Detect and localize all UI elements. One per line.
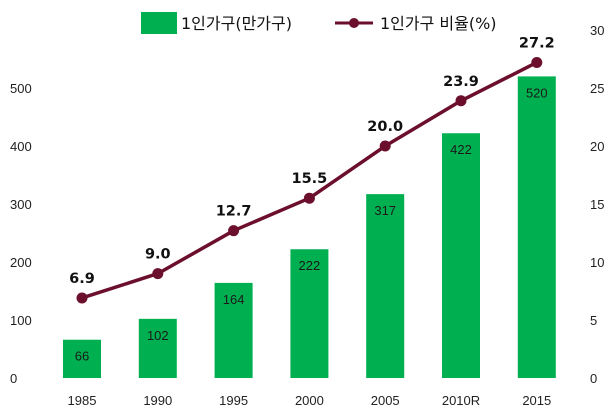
ratio-point-label: 15.5 <box>292 171 328 187</box>
bar-value-label: 66 <box>75 349 89 364</box>
ratio-point-label: 23.9 <box>443 74 479 90</box>
x-tick-label: 2015 <box>522 393 551 408</box>
bar <box>138 318 177 378</box>
legend-line-label: 1인가구 비율(%) <box>380 14 497 33</box>
right-tick-label: 5 <box>590 313 597 328</box>
x-tick-label: 2000 <box>295 393 324 408</box>
bar-value-label: 317 <box>374 203 396 218</box>
legend: 1인가구(만가구) 1인가구 비율(%) <box>141 12 497 34</box>
x-axis: 1985 1990 1995 2000 2005 2010R 2015 <box>68 393 552 408</box>
ratio-point-label: 6.9 <box>69 271 95 287</box>
ratio-point <box>455 95 467 107</box>
ratio-point-label: 12.7 <box>216 204 252 220</box>
right-tick-label: 0 <box>590 371 597 386</box>
bar-value-label: 102 <box>147 328 169 343</box>
bar <box>366 194 405 378</box>
x-tick-label: 1995 <box>219 393 248 408</box>
legend-line-marker <box>349 18 359 28</box>
left-tick-label: 500 <box>10 81 32 96</box>
left-tick-label: 300 <box>10 197 32 212</box>
bar-value-label: 422 <box>450 142 472 157</box>
ratio-point <box>531 56 543 68</box>
right-tick-label: 20 <box>590 139 604 154</box>
bar-series <box>63 76 556 379</box>
right-tick-label: 15 <box>590 197 604 212</box>
ratio-point <box>228 225 240 237</box>
left-tick-label: 400 <box>10 139 32 154</box>
bar-value-label: 222 <box>299 258 321 273</box>
bar-value-label: 164 <box>223 292 245 307</box>
left-tick-label: 200 <box>10 255 32 270</box>
ratio-point <box>379 140 391 152</box>
right-tick-label: 30 <box>590 23 604 38</box>
bar <box>63 339 101 378</box>
bar <box>214 282 253 378</box>
right-axis: 0 5 10 15 20 25 30 <box>590 23 604 386</box>
ratio-point <box>76 292 88 304</box>
left-axis: 0 100 200 300 400 500 <box>10 81 32 386</box>
x-tick-label: 1985 <box>68 393 97 408</box>
bar <box>517 76 556 379</box>
x-tick-label: 1990 <box>143 393 172 408</box>
x-tick-label: 2010R <box>442 393 480 408</box>
ratio-point-label: 20.0 <box>367 119 403 135</box>
bar <box>290 249 329 378</box>
ratio-point <box>152 268 164 280</box>
left-tick-label: 100 <box>10 313 32 328</box>
x-tick-label: 2005 <box>371 393 400 408</box>
right-tick-label: 25 <box>590 81 604 96</box>
bar-labels: 66 102 164 222 317 422 520 <box>75 85 548 363</box>
legend-bar-swatch <box>141 12 177 34</box>
line-series: 6.9 9.0 12.7 15.5 20.0 23.9 27.2 <box>69 35 555 304</box>
bar-value-label: 520 <box>526 85 548 100</box>
bar <box>442 133 480 378</box>
left-tick-label: 0 <box>10 371 17 386</box>
ratio-point-label: 27.2 <box>519 35 555 51</box>
ratio-point-label: 9.0 <box>145 247 171 263</box>
right-tick-label: 10 <box>590 255 604 270</box>
ratio-point <box>303 192 315 204</box>
legend-bar-label: 1인가구(만가구) <box>181 14 292 33</box>
